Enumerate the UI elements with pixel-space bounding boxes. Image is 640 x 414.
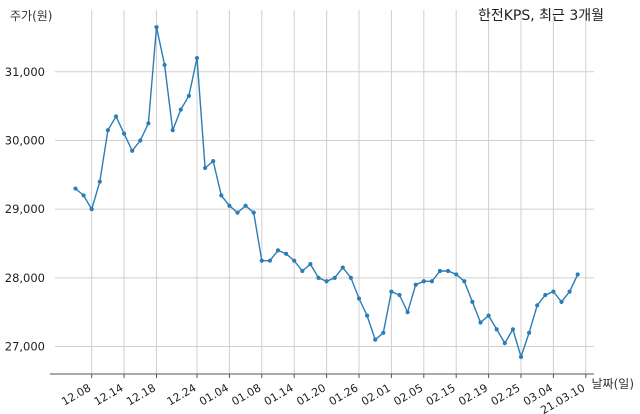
data-point xyxy=(381,330,386,335)
data-point xyxy=(316,275,321,280)
y-tick-labels: 27,000 28,000 29,000 30,000 31,000 xyxy=(5,65,45,354)
x-tick-label: 12.08 xyxy=(59,381,93,408)
data-point xyxy=(340,265,345,270)
data-point xyxy=(462,279,467,284)
data-point xyxy=(494,327,499,332)
data-point xyxy=(97,179,102,184)
data-point xyxy=(243,203,248,208)
data-point xyxy=(89,207,94,212)
data-point xyxy=(518,354,524,359)
x-tick-label: 12.24 xyxy=(165,381,199,408)
data-point xyxy=(227,203,232,208)
data-point xyxy=(203,165,208,171)
grid-lines xyxy=(55,10,594,374)
data-point xyxy=(235,210,240,215)
y-tick-label: 28,000 xyxy=(5,271,45,285)
data-point xyxy=(348,275,353,280)
x-tick-label: 01.20 xyxy=(294,381,328,408)
x-tick-label: 01.08 xyxy=(230,381,264,408)
data-point xyxy=(559,299,564,304)
data-point xyxy=(397,292,402,298)
data-point xyxy=(300,268,305,274)
data-point xyxy=(105,128,110,133)
axes xyxy=(50,373,594,378)
x-tick-label: 01.26 xyxy=(327,381,361,408)
data-point xyxy=(373,337,378,342)
data-point xyxy=(527,330,532,335)
data-point xyxy=(535,303,540,308)
data-point xyxy=(308,262,313,267)
x-tick-label: 02.01 xyxy=(359,381,393,408)
data-point xyxy=(162,62,167,68)
data-point xyxy=(194,55,200,61)
x-axis-label: 날짜(일) xyxy=(591,377,634,391)
data-point xyxy=(413,282,418,287)
data-point xyxy=(122,131,127,136)
series xyxy=(73,25,580,360)
y-tick-label: 27,000 xyxy=(5,340,45,354)
data-point xyxy=(259,258,264,263)
x-tick-label: 02.19 xyxy=(456,381,490,408)
data-point xyxy=(284,251,289,256)
data-point xyxy=(130,148,135,153)
data-point xyxy=(356,296,362,301)
x-tick-label: 02.25 xyxy=(489,381,523,408)
data-point xyxy=(267,258,272,263)
y-tick-label: 29,000 xyxy=(5,202,45,216)
x-tick-label: 12.14 xyxy=(92,381,126,408)
data-point xyxy=(146,121,151,126)
data-point xyxy=(332,275,337,280)
data-point xyxy=(429,279,434,284)
data-point xyxy=(454,272,459,277)
chart-title: 한전KPS, 최근 3개월 xyxy=(477,8,604,24)
data-point xyxy=(486,313,491,318)
data-point xyxy=(154,25,159,30)
data-point xyxy=(324,279,329,284)
x-tick-label: 02.05 xyxy=(392,381,426,408)
data-point xyxy=(446,268,451,274)
x-tick-label: 01.14 xyxy=(262,381,296,408)
data-point xyxy=(502,340,507,346)
x-tick-label: 01.04 xyxy=(197,381,231,408)
data-point xyxy=(113,114,119,119)
data-point xyxy=(211,158,216,164)
data-point xyxy=(510,327,515,332)
y-tick-label: 31,000 xyxy=(5,65,45,79)
data-point xyxy=(73,186,78,191)
data-point xyxy=(178,107,183,112)
data-point xyxy=(251,210,256,215)
x-tick-label: 02.15 xyxy=(424,381,458,408)
y-axis-label: 주가(원) xyxy=(10,9,53,23)
data-point xyxy=(478,320,483,325)
data-point xyxy=(186,93,191,98)
data-point xyxy=(405,310,410,315)
data-point xyxy=(219,193,224,198)
data-point xyxy=(543,292,548,298)
data-point xyxy=(567,289,572,294)
data-point xyxy=(575,272,580,277)
x-tick-label: 12.18 xyxy=(124,381,158,408)
data-point xyxy=(365,313,370,318)
data-point xyxy=(470,299,475,304)
data-point xyxy=(292,258,297,263)
data-point xyxy=(551,289,556,294)
data-point xyxy=(421,279,426,284)
data-point xyxy=(389,289,394,294)
data-point xyxy=(275,248,281,253)
data-point xyxy=(138,138,143,143)
data-point xyxy=(170,128,175,133)
data-point xyxy=(81,193,86,198)
data-point xyxy=(437,268,443,274)
y-tick-label: 30,000 xyxy=(5,133,45,147)
